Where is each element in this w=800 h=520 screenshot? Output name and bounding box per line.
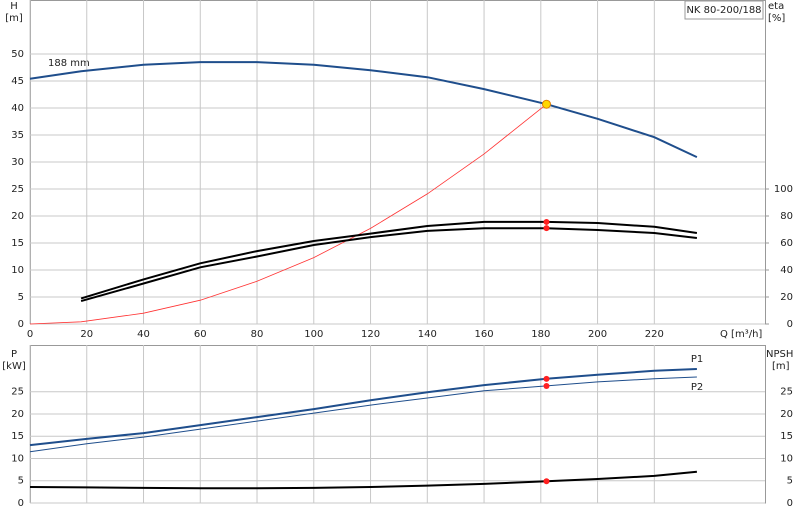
y-tick-label: 40 — [11, 103, 24, 114]
x-tick-label: 160 — [475, 329, 494, 340]
y-tick-label: 20 — [11, 211, 24, 222]
duty-point — [543, 382, 550, 389]
y-tick-label: 20 — [11, 409, 24, 420]
duty-point — [543, 478, 550, 485]
x-tick-label: 60 — [194, 329, 207, 340]
curve — [80, 227, 698, 303]
x-tick-label: 20 — [80, 329, 93, 340]
y2-tick-label: 15 — [780, 431, 793, 442]
y-unit: [kW] — [2, 361, 26, 372]
x-tick-label: 120 — [361, 329, 380, 340]
y2-tick-label: 40 — [780, 265, 793, 276]
y-tick-label: 5 — [18, 292, 24, 303]
y2-tick-label: 0 — [787, 319, 793, 330]
y2-tick-label: 10 — [780, 453, 793, 464]
y2-tick-label: 20 — [780, 292, 793, 303]
y2-tick-label: 0 — [787, 498, 793, 509]
y2-label: eta — [768, 1, 784, 12]
y-tick-label: 5 — [18, 476, 24, 487]
curve — [29, 103, 547, 325]
y2-unit: [%] — [768, 13, 785, 24]
y-tick-label: 10 — [11, 453, 24, 464]
x-tick-label: 180 — [531, 329, 550, 340]
y-tick-label: 45 — [11, 76, 24, 87]
series-label: P2 — [691, 382, 703, 393]
x-tick-label: 140 — [418, 329, 437, 340]
y2-tick-label: 25 — [780, 387, 793, 398]
curve — [80, 220, 698, 300]
curve — [29, 61, 698, 159]
x-tick-label: 220 — [645, 329, 664, 340]
y2-tick-label: 20 — [780, 409, 793, 420]
y-tick-label: 25 — [11, 184, 24, 195]
curve — [29, 376, 697, 453]
bottom-frame — [30, 345, 766, 504]
model-box — [684, 0, 764, 20]
x-tick-label: 40 — [137, 329, 150, 340]
model-name: NK 80-200/188 — [686, 5, 761, 16]
y2-tick-label: 100 — [774, 184, 793, 195]
y-tick-label: 15 — [11, 431, 24, 442]
duty-point — [541, 99, 551, 109]
y2-unit: [m] — [772, 361, 790, 372]
y-tick-label: 15 — [11, 238, 24, 249]
y2-label: NPSH — [766, 349, 793, 360]
y-tick-label: 10 — [11, 265, 24, 276]
y-tick-label: 35 — [11, 130, 24, 141]
y2-tick-label: 5 — [787, 476, 793, 487]
series-label: P1 — [691, 354, 703, 365]
x-tick-label: 100 — [304, 329, 323, 340]
curve — [29, 368, 697, 447]
y-tick-label: 0 — [18, 319, 24, 330]
x-tick-label: 0 — [27, 329, 33, 340]
duty-point — [543, 225, 550, 232]
x-tick-label: 80 — [251, 329, 264, 340]
y-tick-label: 0 — [18, 498, 24, 509]
curve-label: 188 mm — [48, 58, 90, 69]
y-tick-label: 25 — [11, 387, 24, 398]
x-tick-label: 200 — [588, 329, 607, 340]
y-label: H — [10, 1, 18, 12]
curve — [29, 470, 697, 490]
x-label: Q [m³/h] — [720, 329, 762, 340]
duty-point — [543, 375, 550, 382]
y2-tick-label: 60 — [780, 238, 793, 249]
y-unit: [m] — [5, 13, 23, 24]
y-tick-label: 50 — [11, 49, 24, 60]
y-label: P — [11, 349, 17, 360]
y2-tick-label: 80 — [780, 211, 793, 222]
y-tick-label: 30 — [11, 157, 24, 168]
duty-point — [543, 218, 550, 225]
